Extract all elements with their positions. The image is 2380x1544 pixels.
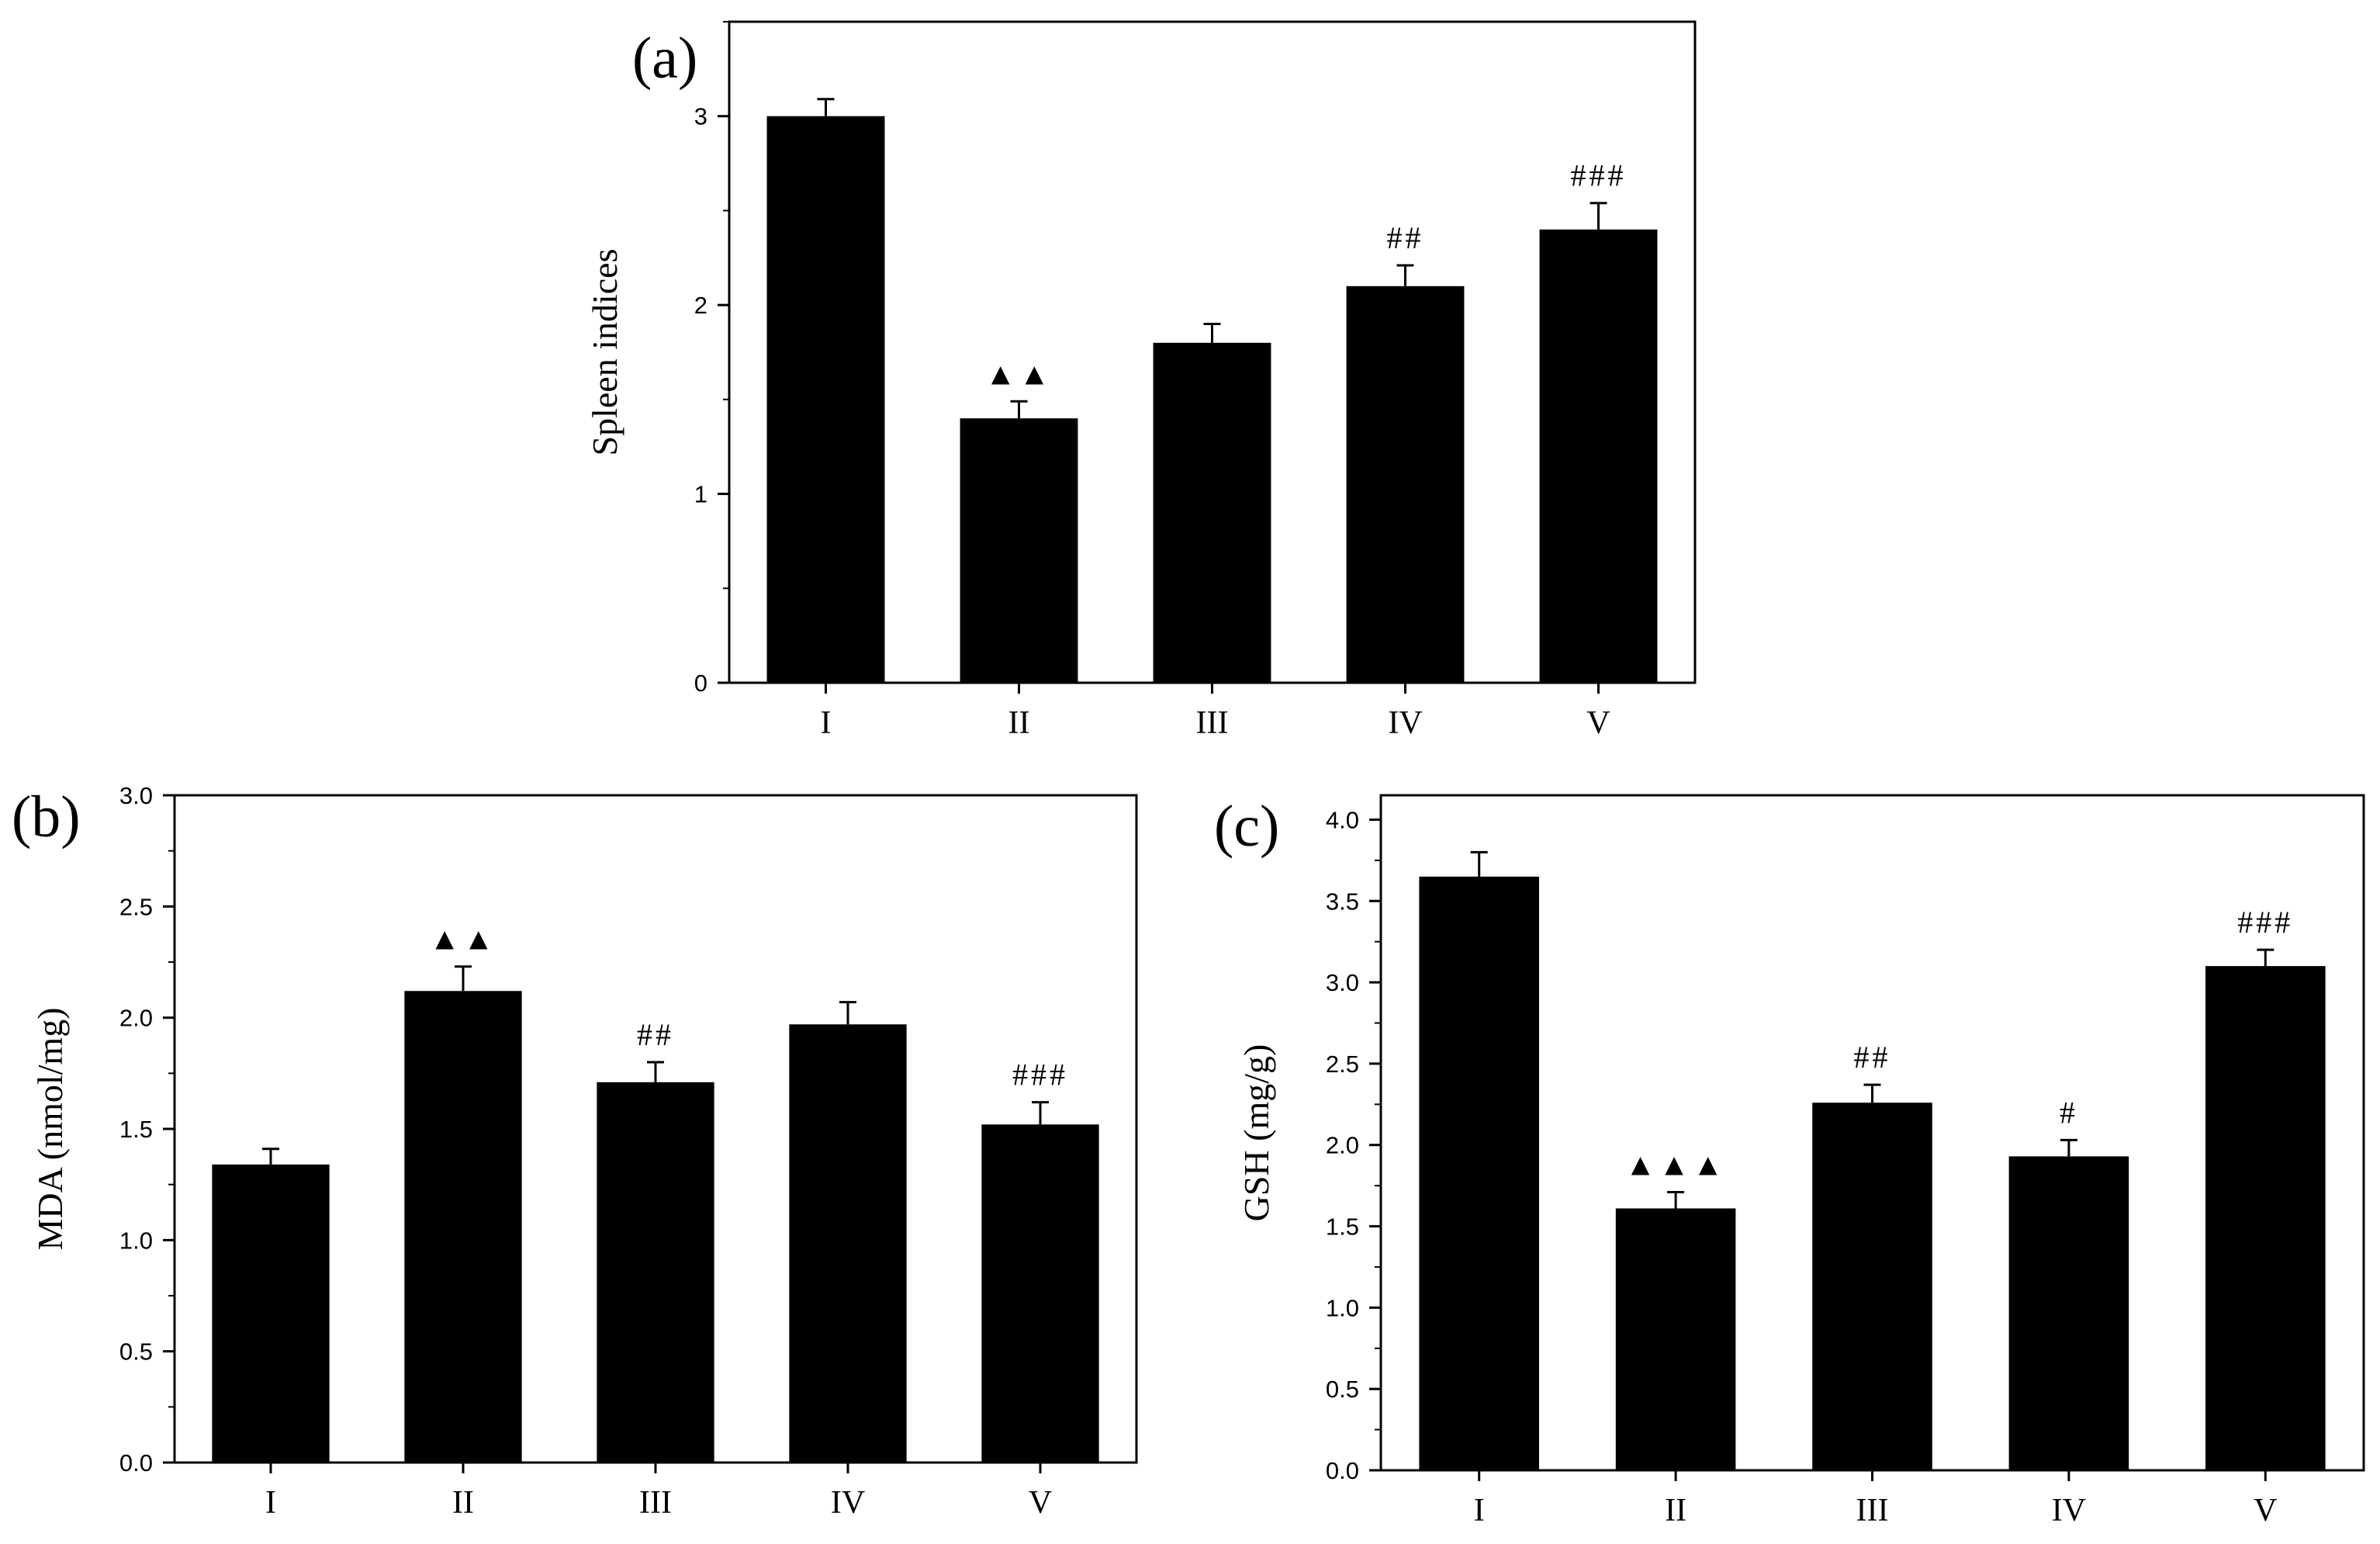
- significance-annotation: ##: [1854, 1040, 1891, 1075]
- y-tick-label: 3: [694, 103, 707, 130]
- y-tick-label: 1.0: [119, 1227, 153, 1254]
- panel-label: (c): [1214, 794, 1279, 859]
- bar: [981, 1124, 1099, 1463]
- significance-annotation: ###: [2237, 905, 2293, 940]
- x-tick-label: I: [821, 705, 832, 741]
- y-tick-label: 3.0: [119, 782, 153, 809]
- x-tick-label: IV: [831, 1485, 865, 1521]
- y-tick-label: 1.5: [1326, 1213, 1359, 1241]
- y-axis-label: Spleen indices: [585, 249, 624, 456]
- bar: [404, 991, 522, 1463]
- significance-annotation: ▲▲: [429, 922, 496, 957]
- x-tick-label: III: [1196, 705, 1229, 741]
- bar: [789, 1024, 907, 1463]
- bar: [2008, 1156, 2129, 1470]
- x-tick-label: II: [1008, 705, 1030, 741]
- y-tick-label: 2.5: [1326, 1051, 1359, 1078]
- bar: [597, 1082, 714, 1463]
- y-tick-label: 1: [694, 481, 707, 508]
- y-tick-label: 2.0: [1326, 1132, 1359, 1159]
- y-tick-label: 2: [694, 292, 707, 319]
- x-tick-label: V: [1586, 705, 1610, 741]
- significance-annotation: ###: [1012, 1058, 1068, 1092]
- bar: [766, 116, 885, 683]
- x-tick-label: III: [1856, 1493, 1889, 1528]
- x-tick-label: V: [1029, 1485, 1052, 1521]
- y-tick-label: 0.0: [119, 1449, 153, 1476]
- significance-annotation: ▲▲▲: [1625, 1148, 1727, 1182]
- bar: [1419, 876, 1539, 1470]
- y-tick-label: 1.0: [1326, 1294, 1359, 1321]
- bar: [960, 418, 1078, 683]
- significance-annotation: ##: [637, 1017, 674, 1052]
- chart-panel-b: 0.00.51.01.52.02.53.0I II▲▲III##IV V###MDA…: [12, 782, 1138, 1521]
- y-axis-label: MDA (nmol/mg): [30, 1007, 70, 1250]
- y-tick-label: 0.0: [1326, 1457, 1359, 1484]
- bar: [1615, 1208, 1736, 1470]
- panel-label: (b): [12, 784, 81, 850]
- y-tick-label: 0.5: [119, 1338, 153, 1366]
- x-tick-label: II: [1665, 1493, 1686, 1528]
- y-tick-label: 2.0: [119, 1005, 153, 1032]
- x-tick-label: I: [1474, 1493, 1485, 1528]
- significance-annotation: #: [2060, 1095, 2078, 1130]
- x-tick-label: III: [639, 1485, 672, 1521]
- chart-panel-c: 0.00.51.01.52.02.53.03.54.0I II▲▲▲III##IV…: [1214, 794, 2365, 1528]
- bar: [1153, 342, 1271, 683]
- bar: [2205, 966, 2326, 1470]
- x-tick-label: IV: [1388, 705, 1422, 741]
- bar: [212, 1164, 330, 1463]
- bar: [1539, 229, 1658, 683]
- x-tick-label: V: [2254, 1493, 2277, 1528]
- bar: [1812, 1103, 1932, 1470]
- y-axis-label: GSH (mg/g): [1237, 1044, 1276, 1222]
- y-tick-label: 0: [694, 670, 707, 697]
- x-tick-label: II: [452, 1485, 474, 1521]
- y-tick-label: 1.5: [119, 1116, 153, 1143]
- y-tick-label: 0.5: [1326, 1376, 1359, 1403]
- y-tick-label: 3.5: [1326, 888, 1359, 915]
- panel-label: (a): [632, 26, 697, 91]
- significance-annotation: ###: [1571, 158, 1627, 193]
- bar: [1346, 286, 1465, 683]
- significance-annotation: ##: [1387, 220, 1424, 255]
- x-tick-label: I: [265, 1485, 276, 1521]
- y-tick-label: 2.5: [119, 893, 153, 920]
- significance-annotation: ▲▲: [985, 356, 1053, 391]
- y-tick-label: 3.0: [1326, 969, 1359, 996]
- x-tick-label: IV: [2052, 1493, 2086, 1528]
- y-tick-label: 4.0: [1326, 806, 1359, 833]
